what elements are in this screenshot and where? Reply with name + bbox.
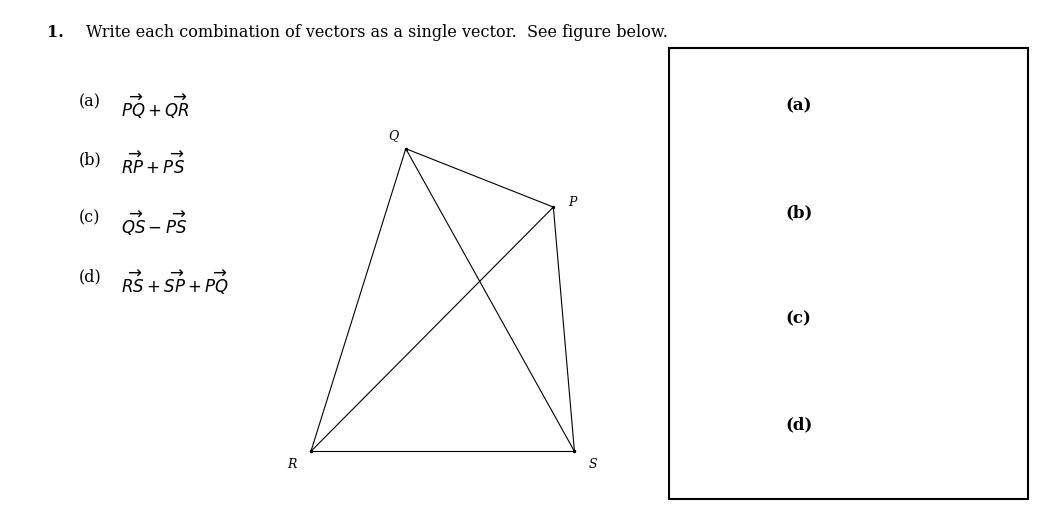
Text: P: P — [568, 196, 577, 209]
Text: $\overrightarrow{PQ}+\overrightarrow{QR}$: $\overrightarrow{PQ}+\overrightarrow{QR}… — [121, 93, 190, 121]
Text: R: R — [288, 458, 296, 471]
Text: S: S — [589, 458, 598, 471]
Text: $\overrightarrow{RP}+\overrightarrow{PS}$: $\overrightarrow{RP}+\overrightarrow{PS}… — [121, 151, 186, 178]
Text: (a): (a) — [785, 98, 812, 115]
Text: (b): (b) — [785, 204, 813, 221]
Text: (a): (a) — [79, 93, 101, 110]
Text: (c): (c) — [79, 210, 100, 227]
Text: Q: Q — [388, 129, 398, 142]
Text: 1.: 1. — [47, 24, 64, 41]
Text: Write each combination of vectors as a single vector.  See figure below.: Write each combination of vectors as a s… — [86, 24, 668, 41]
Text: (c): (c) — [785, 310, 812, 327]
Text: $\overrightarrow{RS}+\overrightarrow{SP}+\overrightarrow{PQ}$: $\overrightarrow{RS}+\overrightarrow{SP}… — [121, 268, 229, 296]
Text: (b): (b) — [79, 151, 102, 168]
Text: (d): (d) — [79, 268, 102, 285]
Text: $\overrightarrow{QS}-\overrightarrow{PS}$: $\overrightarrow{QS}-\overrightarrow{PS}… — [121, 210, 188, 238]
Bar — [669, 48, 1028, 499]
Text: (d): (d) — [785, 416, 813, 433]
